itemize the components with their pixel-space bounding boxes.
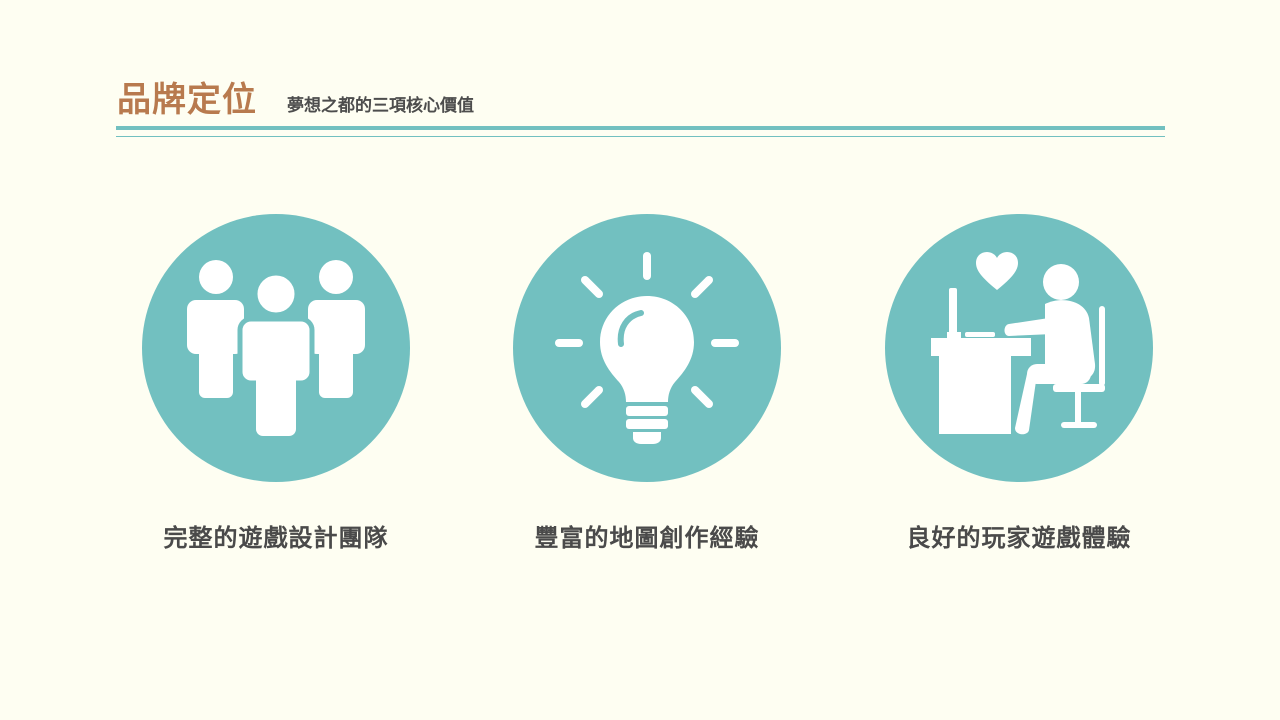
player-icon-circle xyxy=(885,214,1153,482)
lightbulb-icon xyxy=(555,252,739,444)
slide-title: 品牌定位 xyxy=(117,80,257,120)
lightbulb-icon-circle xyxy=(513,214,781,482)
player-at-computer-icon xyxy=(931,252,1105,435)
team-icon xyxy=(187,260,365,436)
header-divider-thick xyxy=(116,126,1165,130)
value-label-team: 完整的遊戲設計團隊 xyxy=(163,524,389,552)
slide-header: 品牌定位 夢想之都的三項核心價值 xyxy=(117,72,474,121)
value-card-player: 良好的玩家遊戲體驗 xyxy=(885,214,1153,552)
value-label-player: 良好的玩家遊戲體驗 xyxy=(906,524,1132,552)
slide-subtitle: 夢想之都的三項核心價值 xyxy=(287,96,474,116)
header-divider-thin xyxy=(116,136,1165,137)
value-label-map: 豐富的地圖創作經驗 xyxy=(534,524,760,552)
value-card-team: 完整的遊戲設計團隊 xyxy=(142,214,410,552)
value-card-map: 豐富的地圖創作經驗 xyxy=(513,214,781,552)
team-icon-circle xyxy=(142,214,410,482)
